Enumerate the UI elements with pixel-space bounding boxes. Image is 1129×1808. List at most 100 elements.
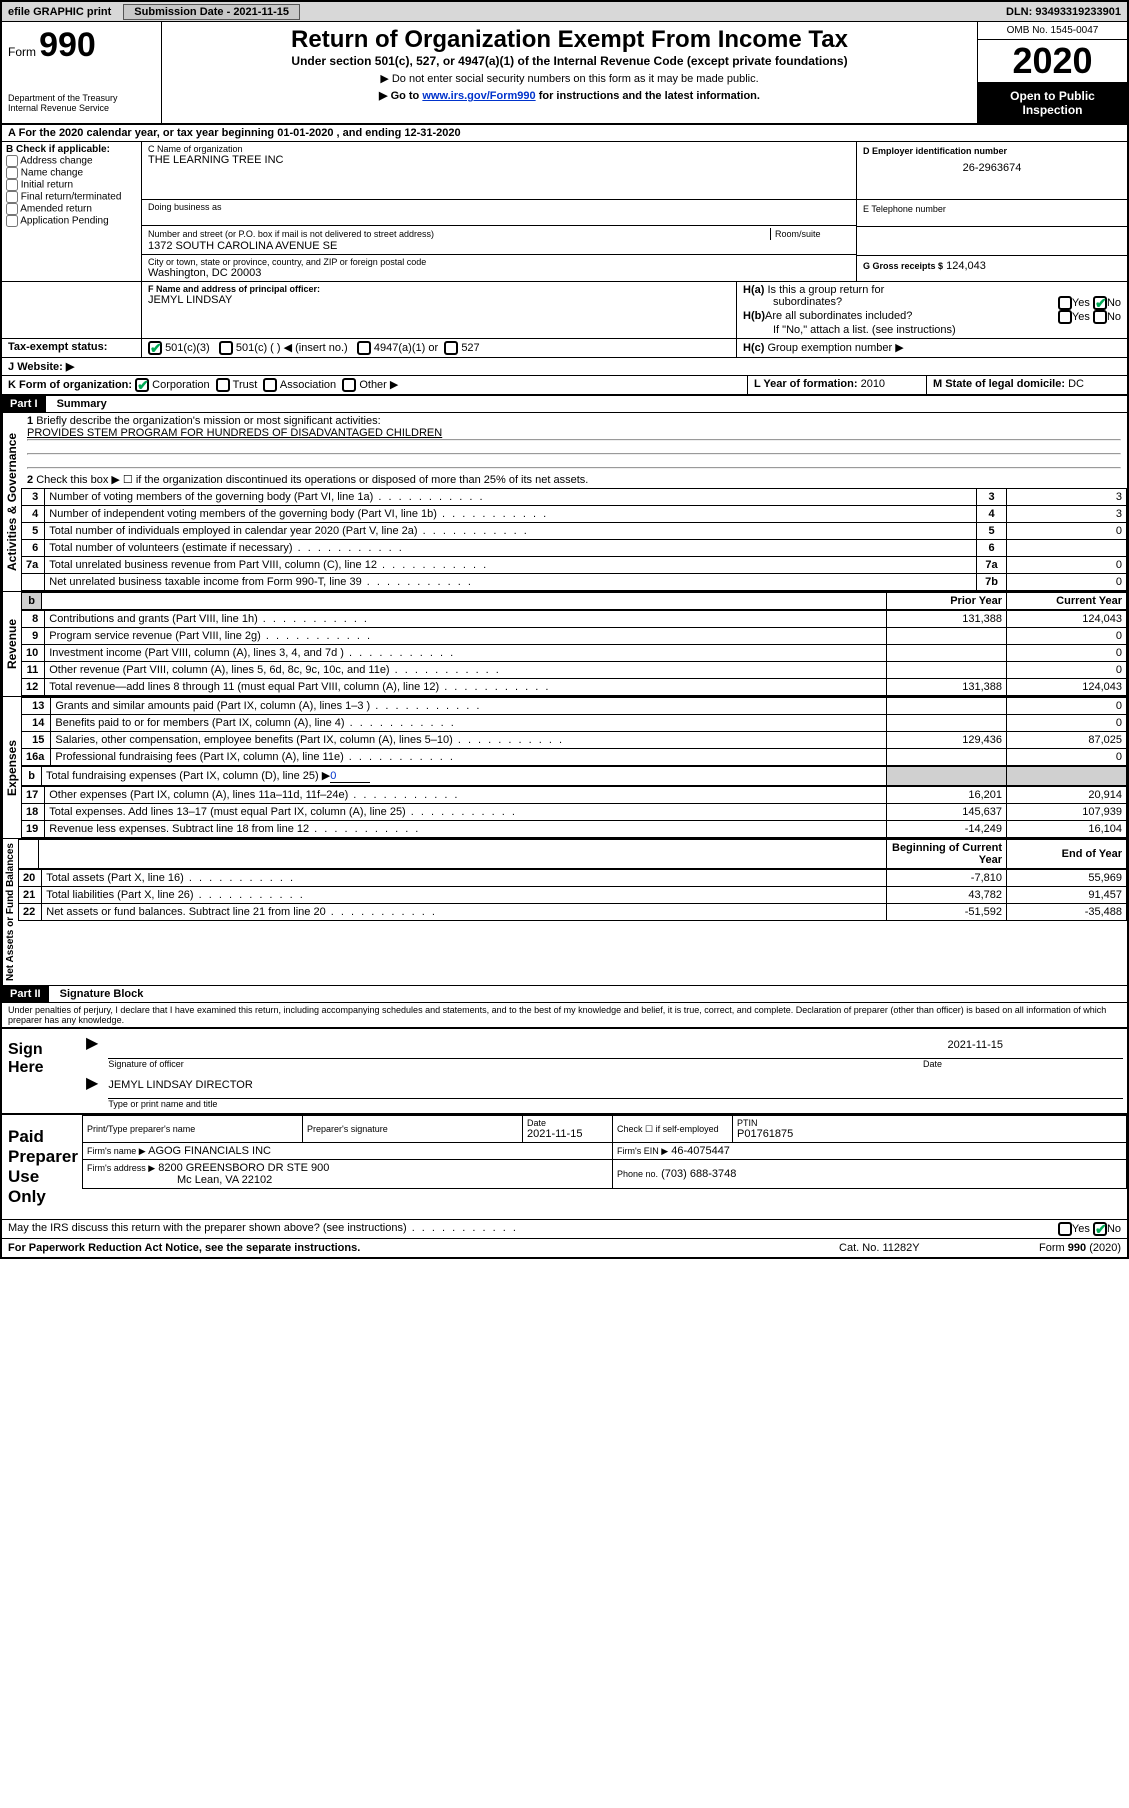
j-label: Website: ▶ bbox=[17, 361, 74, 373]
i-label: Tax-exempt status: bbox=[2, 339, 142, 357]
form-label: Form bbox=[8, 45, 36, 59]
period-prefix: A bbox=[8, 127, 16, 139]
sign-here-label: Sign Here bbox=[2, 1029, 82, 1113]
top-bar: efile GRAPHIC print Submission Date - 20… bbox=[2, 2, 1127, 22]
c-name-label: C Name of organization bbox=[148, 144, 850, 154]
submission-date-button[interactable]: Submission Date - 2021-11-15 bbox=[123, 4, 300, 20]
form-header: Form 990 Department of the Treasury Inte… bbox=[2, 22, 1127, 125]
org-name: THE LEARNING TREE INC bbox=[148, 154, 850, 166]
footer-mid: Cat. No. 11282Y bbox=[839, 1242, 1039, 1254]
chk-address[interactable]: Address change bbox=[6, 155, 137, 167]
part2-title: Signature Block bbox=[52, 986, 152, 1002]
omb-number: OMB No. 1545-0047 bbox=[978, 22, 1127, 40]
b-title: B Check if applicable: bbox=[6, 144, 137, 155]
arrow-icon: ▶ bbox=[86, 1033, 98, 1069]
note-ssn: ▶ Do not enter social security numbers o… bbox=[166, 72, 973, 85]
firm-ein: 46-4075447 bbox=[671, 1145, 730, 1157]
note-pre: ▶ Go to bbox=[379, 90, 422, 102]
chk-501c3[interactable] bbox=[148, 341, 162, 355]
ha-no-checkbox[interactable] bbox=[1093, 296, 1107, 310]
open-inspection: Open to Public Inspection bbox=[978, 83, 1127, 123]
preparer-table: Print/Type preparer's name Preparer's si… bbox=[82, 1115, 1127, 1189]
hb-yes-checkbox[interactable] bbox=[1058, 310, 1072, 324]
col-end: End of Year bbox=[1007, 840, 1127, 869]
chk-name[interactable]: Name change bbox=[6, 167, 137, 179]
discuss-yes-checkbox[interactable] bbox=[1058, 1222, 1072, 1236]
f-h-row: F Name and address of principal officer:… bbox=[2, 282, 1127, 339]
chk-final[interactable]: Final return/terminated bbox=[6, 191, 137, 203]
part1-body: Activities & Governance 1 Briefly descri… bbox=[2, 413, 1127, 591]
period-text: For the 2020 calendar year, or tax year … bbox=[19, 127, 461, 139]
col-prior: Prior Year bbox=[887, 593, 1007, 610]
d-label: D Employer identification number bbox=[863, 146, 1121, 156]
j-row: J Website: ▶ bbox=[2, 358, 1127, 376]
firm-name: AGOG FINANCIALS INC bbox=[148, 1145, 271, 1157]
revenue-header-table: bPrior YearCurrent Year bbox=[21, 592, 1127, 610]
l2-text: Check this box ▶ ☐ if the organization d… bbox=[36, 474, 588, 486]
arrow-icon: ▶ bbox=[86, 1073, 98, 1109]
gross-receipts: 124,043 bbox=[946, 260, 986, 272]
f-label: F Name and address of principal officer: bbox=[148, 284, 730, 294]
chk-other[interactable] bbox=[342, 378, 356, 392]
officer-name: JEMYL LINDSAY bbox=[148, 294, 730, 306]
chk-initial[interactable]: Initial return bbox=[6, 179, 137, 191]
paid-preparer-section: Paid Preparer Use Only Print/Type prepar… bbox=[2, 1113, 1127, 1219]
discuss-row: May the IRS discuss this return with the… bbox=[2, 1219, 1127, 1238]
ha-yes-checkbox[interactable] bbox=[1058, 296, 1072, 310]
vert-expenses: Expenses bbox=[2, 697, 21, 838]
firm-addr1: 8200 GREENSBORO DR STE 900 bbox=[158, 1162, 329, 1174]
chk-527[interactable] bbox=[444, 341, 458, 355]
part1-header: Part I Summary bbox=[2, 395, 1127, 413]
chk-501c[interactable] bbox=[219, 341, 233, 355]
ha-text: Is this a group return for bbox=[767, 284, 884, 296]
part2-header: Part II Signature Block bbox=[2, 985, 1127, 1003]
l1-label: Briefly describe the organization's miss… bbox=[36, 415, 380, 427]
dba-label: Doing business as bbox=[148, 202, 850, 212]
info-block: B Check if applicable: Address change Na… bbox=[2, 142, 1127, 282]
line16b-row: bTotal fundraising expenses (Part IX, co… bbox=[21, 766, 1127, 786]
i-status-row: Tax-exempt status: 501(c)(3) 501(c) ( ) … bbox=[2, 339, 1127, 358]
chk-4947[interactable] bbox=[357, 341, 371, 355]
col-beginning: Beginning of Current Year bbox=[887, 840, 1007, 869]
dln: DLN: 93493319233901 bbox=[1000, 4, 1127, 20]
e-label: E Telephone number bbox=[863, 204, 1121, 214]
period-row: A For the 2020 calendar year, or tax yea… bbox=[2, 125, 1127, 142]
note-post: for instructions and the latest informat… bbox=[539, 90, 760, 102]
chk-assoc[interactable] bbox=[263, 378, 277, 392]
form990-link[interactable]: www.irs.gov/Form990 bbox=[422, 90, 535, 102]
chk-amended[interactable]: Amended return bbox=[6, 203, 137, 215]
type-label: Type or print name and title bbox=[108, 1099, 1123, 1109]
form-page: efile GRAPHIC print Submission Date - 20… bbox=[0, 0, 1129, 1259]
netassets-table: 20Total assets (Part X, line 16)-7,81055… bbox=[18, 869, 1127, 921]
chk-trust[interactable] bbox=[216, 378, 230, 392]
firm-addr2: Mc Lean, VA 22102 bbox=[87, 1174, 272, 1186]
declaration: Under penalties of perjury, I declare th… bbox=[2, 1003, 1127, 1027]
ha-sub: subordinates? bbox=[743, 296, 1058, 310]
year-formation: 2010 bbox=[861, 378, 885, 390]
hb-note: If "No," attach a list. (see instruction… bbox=[743, 324, 1121, 336]
dept-irs: Internal Revenue Service bbox=[8, 103, 155, 113]
sig-date: 2021-11-15 bbox=[948, 1039, 1003, 1058]
hc-text: Group exemption number ▶ bbox=[767, 342, 903, 354]
room-label: Room/suite bbox=[775, 229, 821, 239]
part1-badge: Part I bbox=[2, 396, 46, 412]
page-title: Return of Organization Exempt From Incom… bbox=[166, 26, 973, 54]
vert-activities: Activities & Governance bbox=[2, 413, 21, 591]
activities-table: 3Number of voting members of the governi… bbox=[21, 488, 1127, 591]
chk-corp[interactable] bbox=[135, 378, 149, 392]
ein: 26-2963674 bbox=[863, 162, 1121, 174]
domicile: DC bbox=[1068, 378, 1084, 390]
m-label: M State of legal domicile: bbox=[933, 378, 1065, 390]
subtitle: Under section 501(c), 527, or 4947(a)(1)… bbox=[166, 54, 973, 68]
hb-no-checkbox[interactable] bbox=[1093, 310, 1107, 324]
chk-pending[interactable]: Application Pending bbox=[6, 215, 137, 227]
discuss-no-checkbox[interactable] bbox=[1093, 1222, 1107, 1236]
k-label: K Form of organization: bbox=[8, 379, 132, 391]
expenses-table2: 17Other expenses (Part IX, column (A), l… bbox=[21, 786, 1127, 838]
footer-right: Form 990 (2020) bbox=[1039, 1242, 1121, 1254]
section-c: C Name of organization THE LEARNING TREE… bbox=[142, 142, 1127, 282]
l-label: L Year of formation: bbox=[754, 378, 858, 390]
street-label: Number and street (or P.O. box if mail i… bbox=[148, 229, 434, 239]
section-b: B Check if applicable: Address change Na… bbox=[2, 142, 142, 282]
expenses-table: 13Grants and similar amounts paid (Part … bbox=[21, 697, 1127, 766]
